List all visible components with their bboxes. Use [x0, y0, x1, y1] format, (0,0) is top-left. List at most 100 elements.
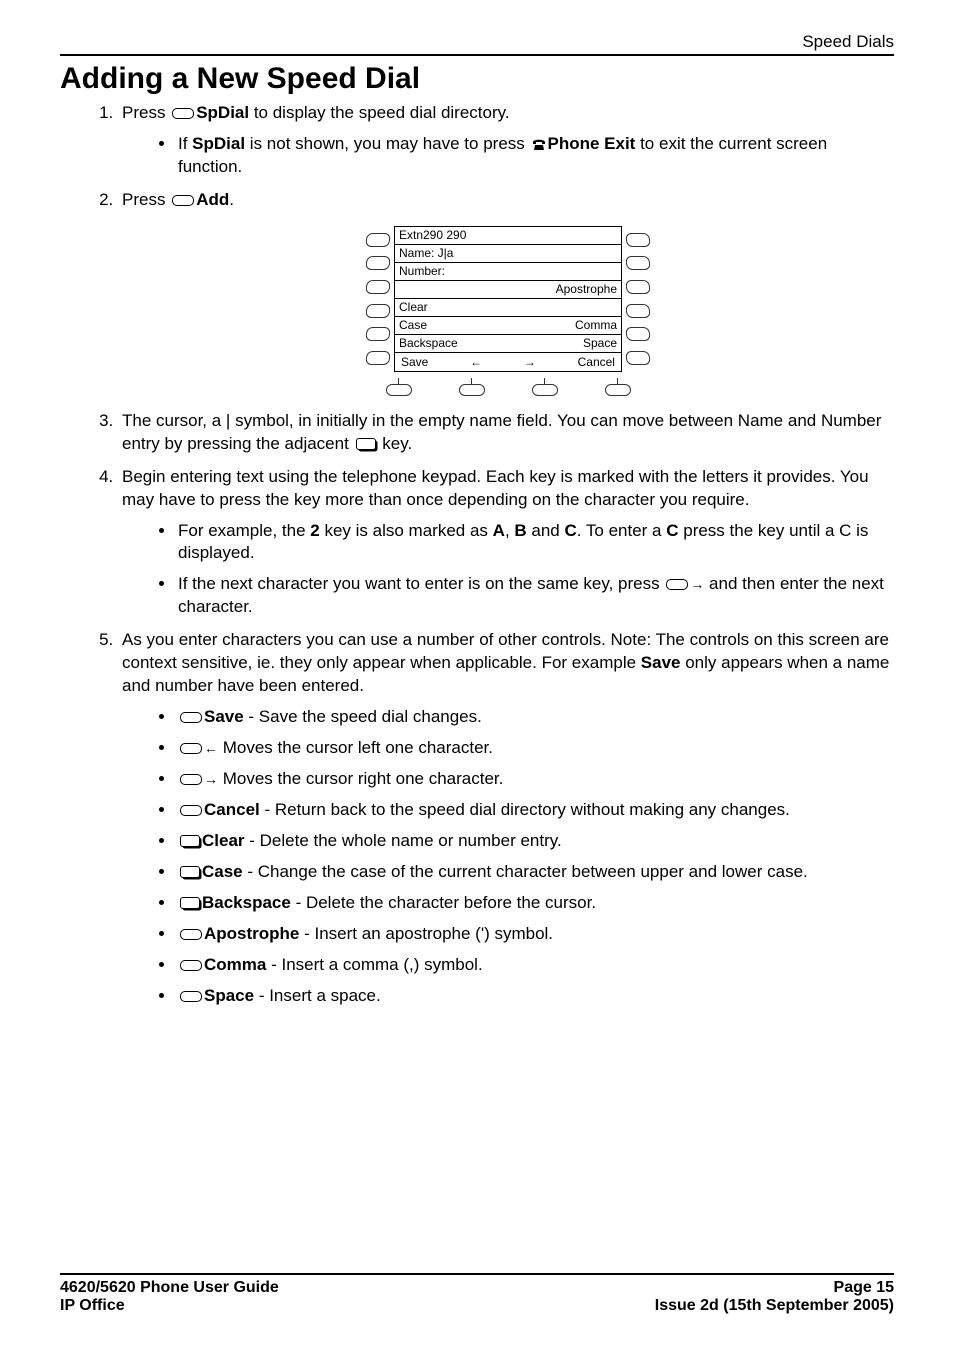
label: Cancel: [204, 800, 260, 819]
steps-list: Press SpDial to display the speed dial d…: [60, 102, 894, 1007]
step-2: Press Add. Extn290 290 Name: J|a: [118, 189, 894, 396]
step-4-sub: For example, the 2 key is also marked as…: [122, 520, 894, 620]
bottom-keys: [362, 378, 654, 396]
desc: - Change the case of the current charact…: [243, 862, 808, 881]
key-icon: [180, 897, 200, 909]
divider-bottom: [60, 1273, 894, 1275]
step-3: The cursor, a | symbol, in initially in …: [118, 410, 894, 456]
lcd-text: ←: [470, 354, 482, 370]
softkey-icon: [180, 805, 202, 816]
side-key-icon: [365, 351, 390, 365]
key-icon: [180, 866, 200, 878]
desc: - Delete the whole name or number entry.: [245, 831, 562, 850]
softkey-icon: [172, 108, 194, 119]
text: If the next character you want to enter …: [178, 574, 664, 593]
side-key-icon: [625, 351, 650, 365]
desc: - Return back to the speed dial director…: [260, 800, 790, 819]
softkey-icon: [180, 712, 202, 723]
spdial-label: SpDial: [196, 103, 249, 122]
bold: 2: [310, 521, 319, 540]
text: key is also marked as: [320, 521, 493, 540]
text: Press: [122, 190, 170, 209]
desc: - Insert an apostrophe (') symbol.: [299, 924, 553, 943]
side-key-icon: [625, 280, 650, 294]
softkey-icon: [180, 960, 202, 971]
label: Apostrophe: [204, 924, 299, 943]
desc: - Insert a space.: [254, 986, 381, 1005]
right-keys: [622, 226, 654, 372]
page-title: Adding a New Speed Dial: [60, 62, 894, 96]
divider-top: [60, 54, 894, 56]
phone-icon: [531, 135, 547, 149]
left-keys: [362, 226, 394, 372]
bold: SpDial: [192, 134, 245, 153]
softkey-icon: [180, 743, 202, 754]
bullet: If the next character you want to enter …: [176, 573, 894, 619]
label: Backspace: [202, 893, 291, 912]
label: Case: [202, 862, 243, 881]
lcd-text: Cancel: [578, 354, 615, 370]
label: Clear: [202, 831, 245, 850]
text: ,: [505, 521, 514, 540]
bold: C: [564, 521, 576, 540]
bullet-cancel: Cancel - Return back to the speed dial d…: [176, 799, 894, 822]
lcd-text: Number:: [399, 263, 445, 279]
lcd-text: Apostrophe: [556, 281, 617, 297]
lcd-text: →: [524, 354, 536, 370]
footer-right-1: Page 15: [834, 1279, 894, 1297]
step-4: Begin entering text using the telephone …: [118, 466, 894, 620]
text: Press: [122, 103, 170, 122]
key-icon: [180, 835, 200, 847]
text: Begin entering text using the telephone …: [122, 467, 869, 509]
footer-right-2: Issue 2d (15th September 2005): [655, 1297, 894, 1315]
lcd-text: Extn290 290: [399, 227, 466, 243]
label: Space: [204, 986, 254, 1005]
side-key-icon: [365, 256, 390, 270]
side-key-icon: [365, 304, 390, 318]
bottom-key-icon: [459, 384, 485, 396]
bullet-case: Case - Change the case of the current ch…: [176, 861, 894, 884]
text: and: [527, 521, 565, 540]
text: key.: [378, 434, 413, 453]
softkey-icon: [172, 195, 194, 206]
text: The cursor, a | symbol, in initially in …: [122, 411, 881, 453]
bottom-key-icon: [386, 384, 412, 396]
desc: - Delete the character before the cursor…: [291, 893, 596, 912]
bottom-key-icon: [605, 384, 631, 396]
lcd-text: Name: J|a: [399, 245, 453, 261]
text: For example, the: [178, 521, 310, 540]
arrow-right-icon: [204, 769, 218, 788]
arrow-right-icon: [690, 574, 704, 593]
bullet-apostrophe: Apostrophe - Insert an apostrophe (') sy…: [176, 923, 894, 946]
text: to display the speed dial directory.: [249, 103, 510, 122]
side-key-icon: [625, 304, 650, 318]
bullet-left: Moves the cursor left one character.: [176, 737, 894, 760]
softkey-icon: [180, 929, 202, 940]
bullet-comma: Comma - Insert a comma (,) symbol.: [176, 954, 894, 977]
text: is not shown, you may have to press: [245, 134, 529, 153]
lcd-text: Case: [399, 317, 427, 333]
bullet: If SpDial is not shown, you may have to …: [176, 133, 894, 179]
desc: Moves the cursor left one character.: [218, 738, 493, 757]
desc: - Insert a comma (,) symbol.: [266, 955, 482, 974]
bold: Save: [641, 653, 681, 672]
lcd-text: Backspace: [399, 335, 458, 351]
side-key-icon: [365, 280, 390, 294]
side-key-icon: [365, 327, 390, 341]
bold: A: [493, 521, 505, 540]
bullet-clear: Clear - Delete the whole name or number …: [176, 830, 894, 853]
desc: - Save the speed dial changes.: [244, 707, 482, 726]
text: If: [178, 134, 192, 153]
bullet-space: Space - Insert a space.: [176, 985, 894, 1008]
step-1: Press SpDial to display the speed dial d…: [118, 102, 894, 179]
label: Comma: [204, 955, 266, 974]
bold: Phone Exit: [548, 134, 636, 153]
bold: C: [666, 521, 678, 540]
softkey-icon: [180, 991, 202, 1002]
lcd-screen: Extn290 290 Name: J|a Number: Apostrophe…: [394, 226, 622, 372]
bullet-save: Save - Save the speed dial changes.: [176, 706, 894, 729]
header-section: Speed Dials: [60, 32, 894, 52]
phone-screen-figure: Extn290 290 Name: J|a Number: Apostrophe…: [122, 226, 894, 396]
step-5: As you enter characters you can use a nu…: [118, 629, 894, 1007]
text: .: [229, 190, 234, 209]
